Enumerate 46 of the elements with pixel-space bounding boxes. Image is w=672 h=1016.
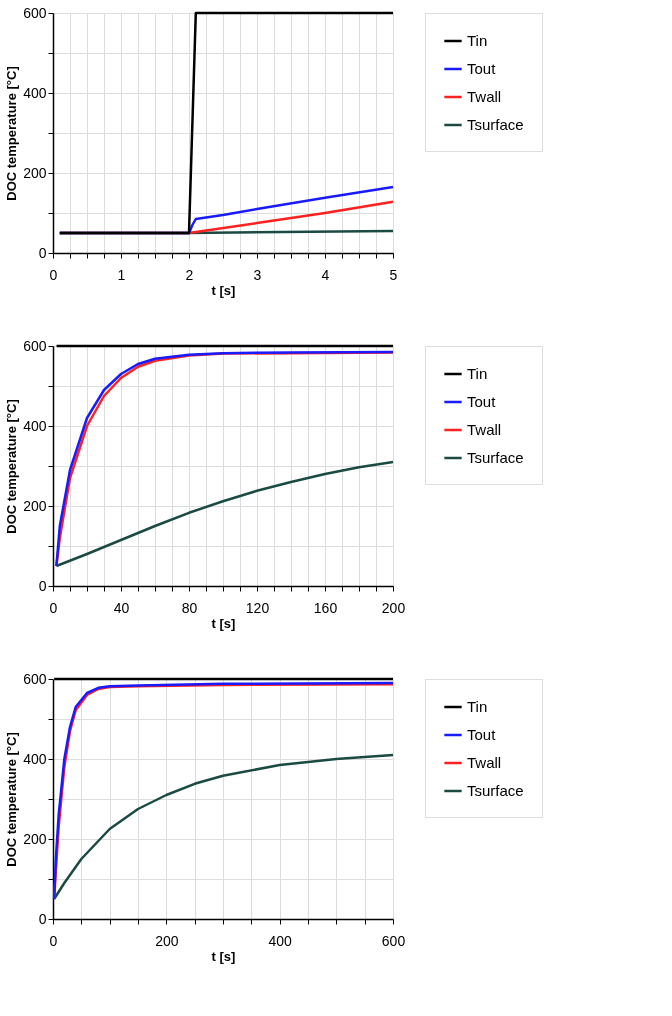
legend-label: Twall: [467, 421, 502, 438]
legend-label: Tout: [467, 726, 497, 743]
y-tick-label: 0: [38, 244, 47, 261]
legend-label: Tin: [467, 365, 488, 382]
legend-label: Tsurface: [467, 782, 524, 799]
y-axis-title: DOC temperature [°C]: [4, 732, 20, 867]
legend-label: Tin: [467, 698, 488, 715]
y-tick-label: 600: [23, 670, 47, 687]
x-tick-label: 120: [245, 599, 270, 616]
x-tick-label: 200: [381, 599, 406, 616]
x-tick-label: 80: [181, 599, 198, 616]
x-tick-label: 0: [49, 599, 58, 616]
y-tick-label: 400: [23, 750, 47, 767]
x-tick-label: 0: [49, 266, 58, 283]
x-tick-label: 1: [117, 266, 126, 283]
x-axis-title: t [s]: [211, 282, 236, 298]
x-tick-label: 200: [155, 932, 179, 949]
x-tick-label: 600: [381, 932, 406, 949]
y-axis-title: DOC temperature [°C]: [4, 399, 20, 534]
y-tick-label: 0: [38, 577, 47, 594]
x-tick-label: 160: [313, 599, 338, 616]
x-tick-label: 2: [185, 266, 194, 283]
legend-label: Tsurface: [467, 449, 524, 466]
y-tick-label: 0: [38, 910, 47, 927]
y-tick-label: 600: [23, 337, 47, 354]
legend-label: Tsurface: [467, 116, 524, 133]
x-tick-label: 5: [389, 266, 398, 283]
x-tick-label: 4: [321, 266, 330, 283]
x-tick-label: 0: [49, 932, 58, 949]
y-tick-label: 400: [23, 84, 47, 101]
legend-label: Tout: [467, 60, 497, 77]
legend-label: Tout: [467, 393, 497, 410]
y-tick-label: 600: [23, 4, 47, 21]
legend-label: Tin: [467, 32, 488, 49]
y-tick-label: 200: [23, 164, 47, 181]
x-axis-title: t [s]: [211, 615, 236, 631]
y-tick-label: 200: [23, 830, 47, 847]
x-tick-label: 400: [268, 932, 293, 949]
legend-label: Twall: [467, 754, 502, 771]
y-axis-title: DOC temperature [°C]: [4, 66, 20, 201]
x-tick-label: 40: [113, 599, 130, 616]
y-tick-label: 400: [23, 417, 47, 434]
x-axis-title: t [s]: [211, 948, 236, 964]
legend-label: Twall: [467, 88, 502, 105]
x-tick-label: 3: [253, 266, 262, 283]
y-tick-label: 200: [23, 497, 47, 514]
